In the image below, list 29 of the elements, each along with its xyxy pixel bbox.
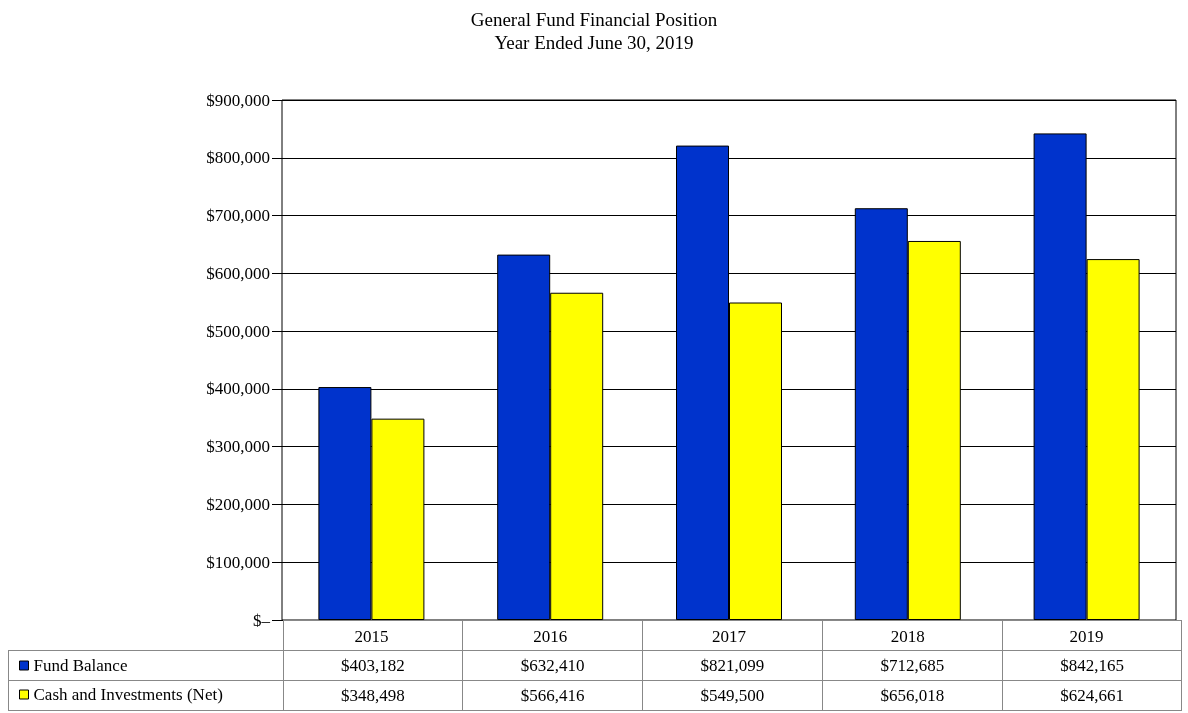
x-tick-label: 2017 xyxy=(712,627,747,646)
chart-subtitle: Year Ended June 30, 2019 xyxy=(494,32,694,53)
data-label: $348,498 xyxy=(283,680,463,711)
data-label: $712,685 xyxy=(822,650,1003,681)
y-tick-label: $400,000 xyxy=(206,379,270,399)
data-label: $821,099 xyxy=(642,650,823,681)
y-tick-label: $600,000 xyxy=(206,263,270,283)
legend-label: Cash and Investments (Net) xyxy=(33,685,223,704)
y-tick-label: $– xyxy=(253,610,271,630)
data-label: $656,018 xyxy=(822,680,1003,711)
legend-label: Fund Balance xyxy=(33,656,128,675)
x-tick-label: 2019 xyxy=(1069,627,1104,646)
data-label: $403,182 xyxy=(283,650,463,681)
data-label: $624,661 xyxy=(1002,680,1182,711)
x-tick-label: 2018 xyxy=(890,627,925,646)
y-tick-label: $100,000 xyxy=(206,552,270,572)
y-tick-label: $800,000 xyxy=(206,148,270,168)
data-label: $842,165 xyxy=(1002,650,1182,681)
y-tick-label: $500,000 xyxy=(206,321,270,341)
data-label: $632,410 xyxy=(462,650,643,681)
chart-title: General Fund Financial Position xyxy=(470,9,718,30)
data-label: $566,416 xyxy=(462,680,643,711)
y-tick-label: $200,000 xyxy=(206,494,270,514)
data-label: $549,500 xyxy=(642,680,823,711)
x-tick-label: 2016 xyxy=(533,627,568,646)
x-tick-label: 2015 xyxy=(354,627,389,646)
y-tick-label: $900,000 xyxy=(206,90,270,110)
y-tick-label: $300,000 xyxy=(206,437,270,457)
y-tick-label: $700,000 xyxy=(206,206,270,226)
